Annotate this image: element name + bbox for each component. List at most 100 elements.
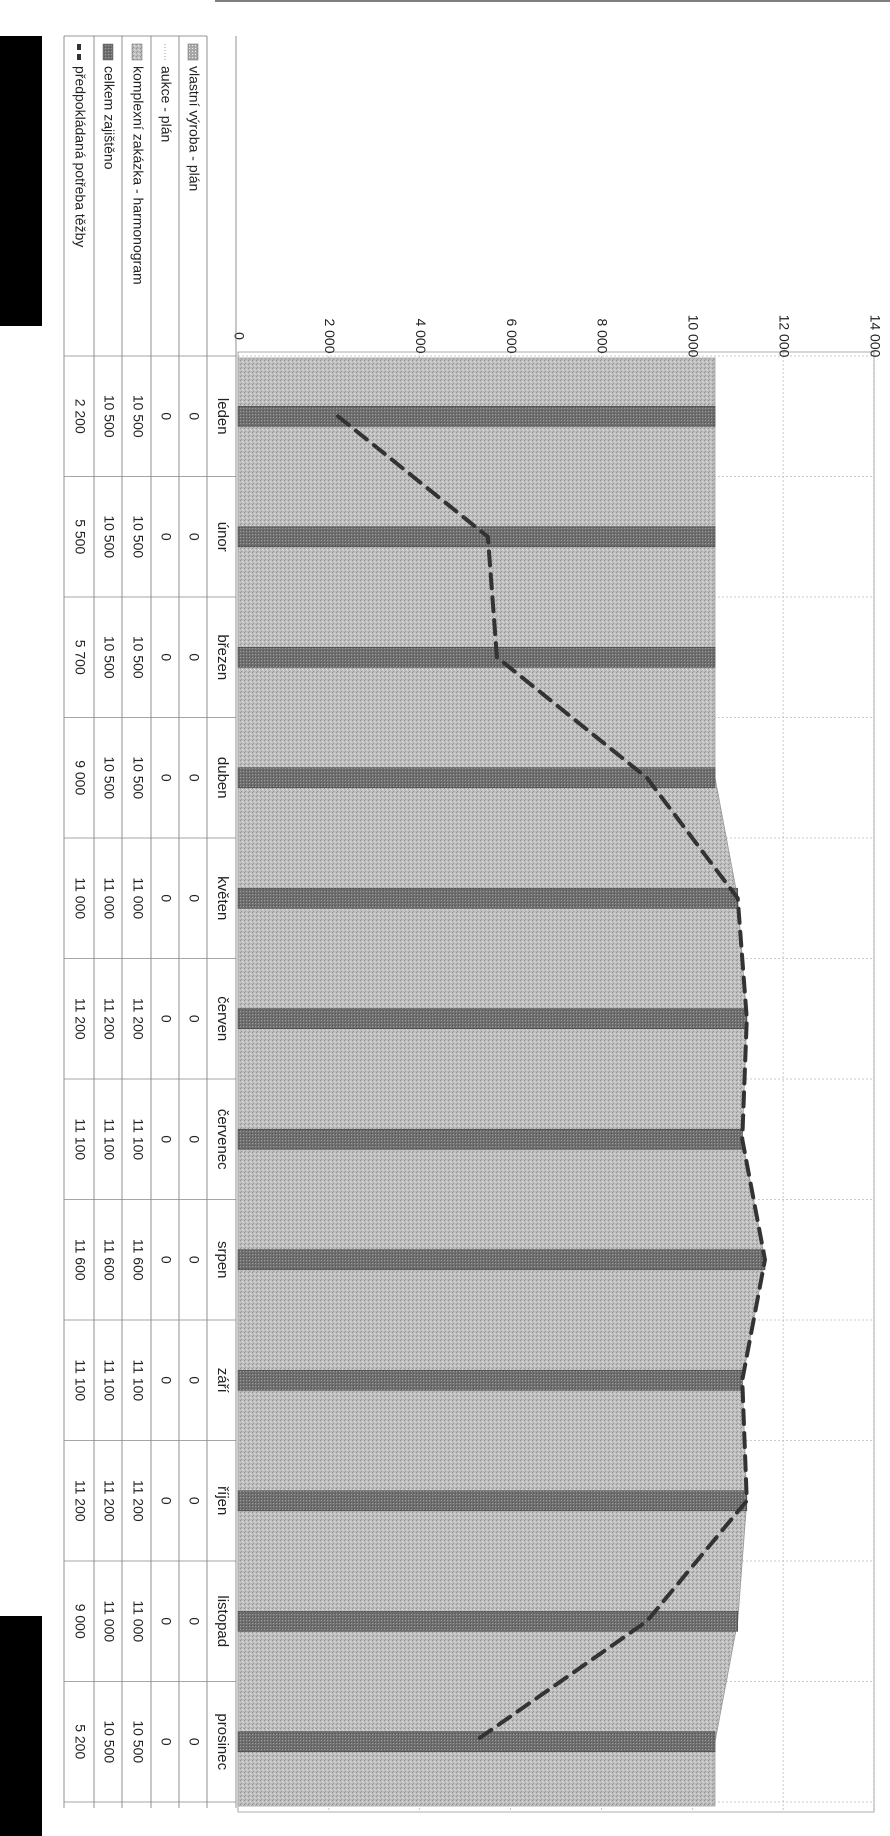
legend-key [187,43,199,61]
table-cell: 11 000 [130,877,146,919]
table-cell: 11 200 [130,998,146,1040]
series-name: celkem zajištěno [101,66,117,170]
table-cell: 0 [186,533,202,541]
table-cell: 0 [158,774,174,782]
table-cell: 0 [158,533,174,541]
table-cell: 10 500 [101,636,117,679]
table-cell: 10 500 [101,1720,117,1763]
data-table: leden únor březen duben květen červen červenec… [63,35,237,1808]
category-label: září [214,1368,231,1394]
table-cell: 0 [158,1738,174,1746]
table-cell: 11 100 [101,1359,117,1401]
bar-celkem-zajisteno [237,887,739,909]
bar-celkem-zajisteno [237,1249,766,1271]
value-tick-label: 8 000 [595,318,611,353]
table-cell: 11 600 [101,1239,117,1281]
table-cell: 0 [186,653,202,661]
category-label: říjen [214,1486,231,1515]
table-cell: 11 200 [101,1480,117,1522]
series-name: předpokládaná potřeba těžby [72,66,88,247]
table-cell: 11 000 [101,1600,117,1642]
value-tick-label: 6 000 [504,318,520,353]
table-cell: 10 500 [101,756,117,799]
category-label: srpen [214,1241,231,1279]
table-cell: 11 000 [101,877,117,919]
table-cell: 11 100 [130,1118,146,1160]
table-cell: 0 [186,1376,202,1384]
legend-key [131,43,143,61]
table-cell: 10 500 [101,395,117,438]
bar-celkem-zajisteno [237,767,716,789]
series-name: aukce - plán [158,66,174,142]
category-label: únor [214,522,231,552]
table-cell: 0 [186,412,202,420]
category-label: březen [214,634,231,680]
table-cell: 10 500 [130,395,146,438]
table-cell: 11 100 [101,1118,117,1160]
bar-celkem-zajisteno [237,1490,748,1512]
table-cell: 0 [158,1256,174,1264]
table-cell: 0 [186,1617,202,1625]
table-cell: 11 100 [72,1359,88,1401]
legend-key [102,43,114,61]
table-cell: 0 [186,894,202,902]
table-cell: 0 [186,1015,202,1023]
table-cell: 5 500 [72,519,88,554]
bar-celkem-zajisteno [237,1008,748,1030]
table-cell: 9 000 [72,1604,88,1639]
table-cell: 0 [158,1497,174,1505]
series-name: vlastní výroba - plán [186,66,202,191]
table-cell: 0 [158,894,174,902]
line-predpokladana-potreba [335,414,768,1744]
bar-celkem-zajisteno [237,1128,743,1150]
table-cell: 10 500 [130,636,146,679]
table-cell: 10 500 [130,515,146,558]
category-label: listopad [214,1595,231,1647]
table-cell: 11 100 [72,1118,88,1160]
bar-celkem-zajisteno [237,1610,739,1632]
table-cell: 10 500 [130,1720,146,1763]
table-cell: 0 [158,1015,174,1023]
table-cell: 0 [158,1376,174,1384]
value-tick-label: 0 [231,332,247,340]
redaction-bar [0,36,42,326]
category-label: červen [214,996,231,1041]
table-cell: 11 200 [101,998,117,1040]
category-label: prosinec [214,1713,231,1770]
value-tick-label: 12 000 [776,315,792,358]
table-cell: 0 [186,1135,202,1143]
table-cell: 0 [158,1135,174,1143]
table-cell: 11 200 [72,1480,88,1522]
plot-area [237,351,875,1813]
value-tick-label: 14 000 [867,315,883,358]
table-cell: 0 [186,1738,202,1746]
table-cell: 11 200 [130,1480,146,1522]
table-cell: 10 500 [130,756,146,799]
table-cell: 11 200 [72,998,88,1040]
bar-celkem-zajisteno [237,646,716,668]
bar-celkem-zajisteno [237,1731,716,1753]
value-tick-label: 4 000 [413,318,429,353]
bar-celkem-zajisteno [237,526,716,548]
redaction-bar [0,1616,42,1836]
table-cell: 2 200 [72,399,88,434]
table-cell: 0 [186,1497,202,1505]
table-cell: 11 000 [130,1600,146,1642]
category-label: leden [214,398,231,435]
table-cell: 11 600 [72,1239,88,1281]
table-cell: 0 [186,1256,202,1264]
table-cell: 0 [158,1617,174,1625]
table-cell: 0 [158,412,174,420]
table-cell: 0 [158,653,174,661]
table-cell: 10 500 [101,515,117,558]
value-axis: 0 2 000 4 000 6 000 8 000 10 000 12 000 14 000 [231,315,883,358]
table-cell: 11 100 [130,1359,146,1401]
table-cell: 5 200 [72,1724,88,1759]
category-label: červenec [214,1109,231,1170]
bar-celkem-zajisteno [237,1369,743,1391]
category-label: duben [214,757,231,799]
table-cell: 5 700 [72,640,88,675]
table-cell: 11 600 [130,1239,146,1281]
area-komplexni-zakazka [237,357,766,1807]
